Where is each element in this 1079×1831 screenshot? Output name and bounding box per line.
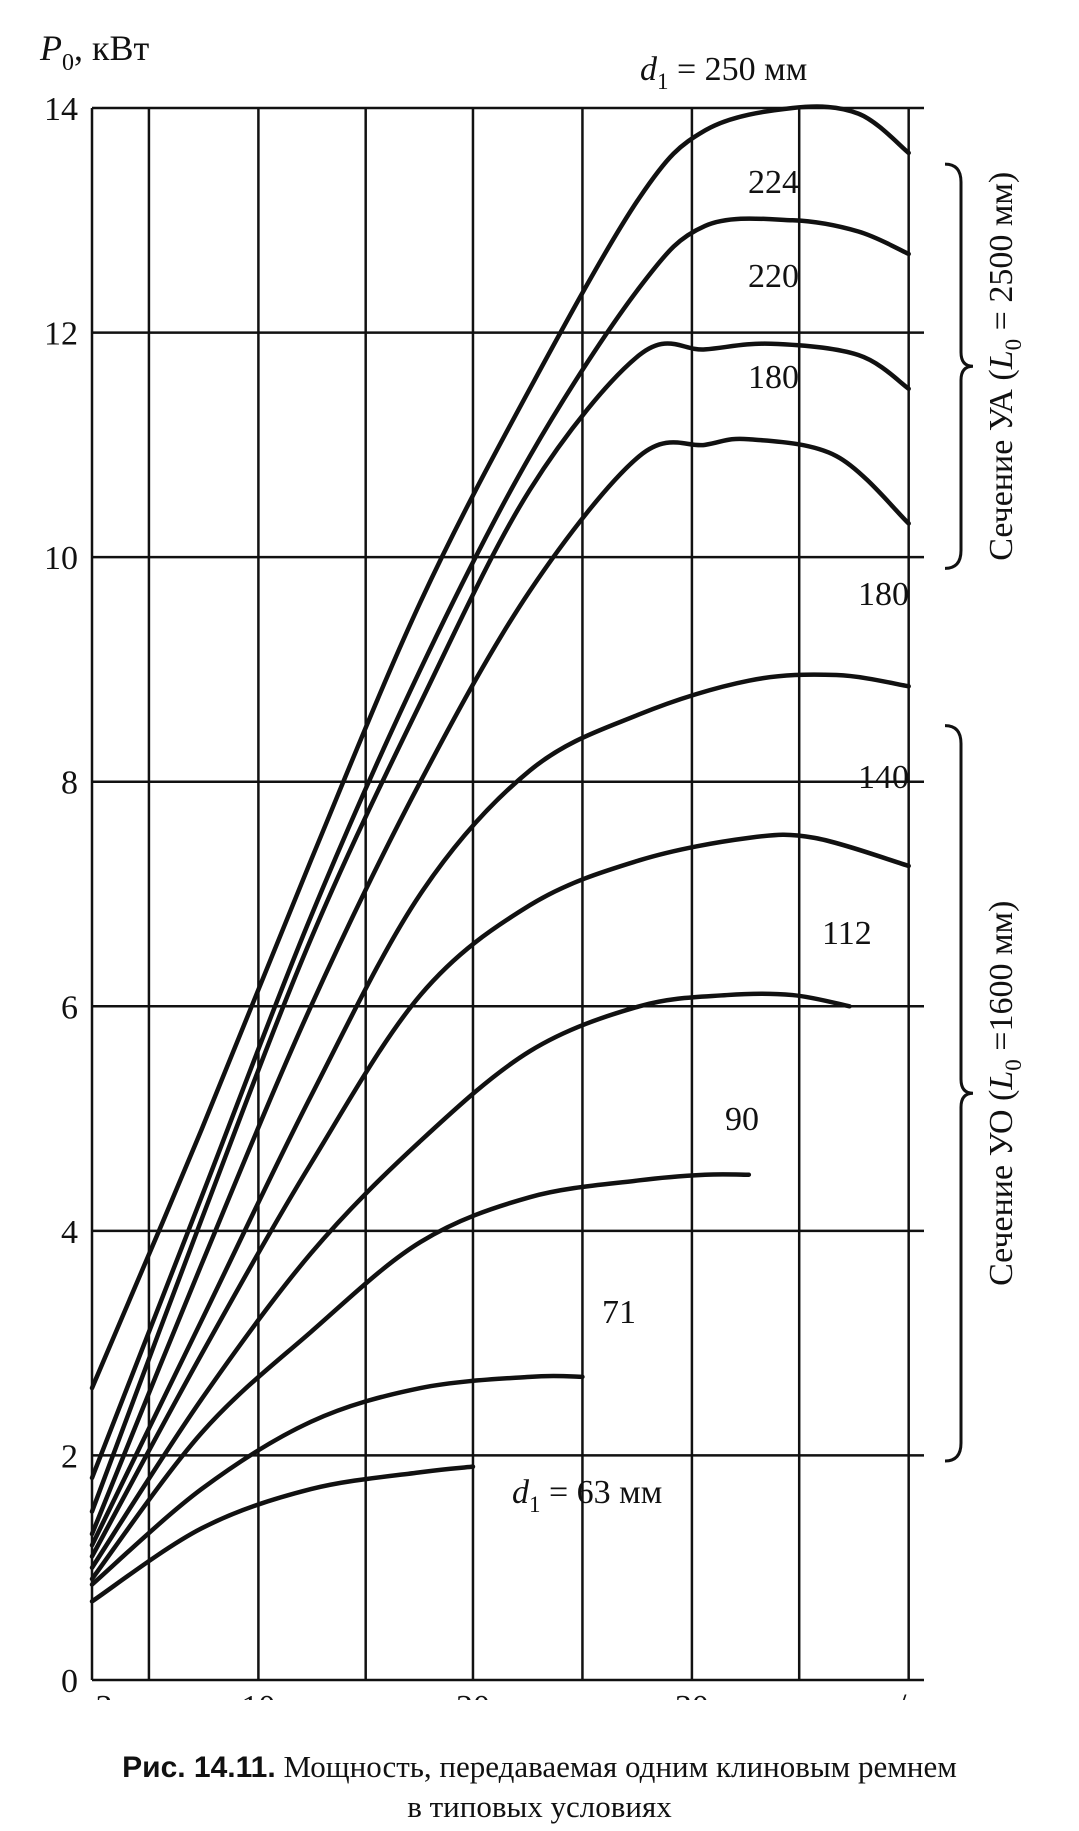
power-chart: 0 2 4 6 8 10 12 14 3 10 20 30 P0, кВт v, м/с d1 = 2…	[39, 28, 1026, 1700]
y-tick-label: 8	[61, 765, 78, 802]
y-tick-label: 2	[61, 1438, 78, 1475]
group-label-0: Сечение УА (L0 = 2500 мм)	[983, 172, 1026, 561]
series-line-6	[89, 991, 852, 1570]
series-layer	[89, 104, 911, 1604]
curve-label-9: d1 = 63 мм	[512, 1474, 662, 1517]
figure-caption: Рис. 14.11. Мощность, передаваемая одним…	[0, 1748, 1079, 1787]
y-tick-label: 6	[61, 989, 78, 1026]
group-brace-1	[944, 724, 974, 1463]
tick-labels: 0 2 4 6 8 10 12 14 3 10 20 30	[44, 91, 709, 1700]
series-line-9	[89, 1464, 476, 1604]
curve-label-6: 112	[822, 915, 872, 952]
x-tick-label: 20	[456, 1689, 490, 1700]
x-axis-label: v, м/с	[840, 1686, 922, 1700]
series-line-5	[89, 832, 911, 1559]
figure-caption-line2: в типовых условиях	[0, 1788, 1079, 1826]
curve-label-8: 71	[602, 1294, 636, 1331]
series-line-8	[89, 1373, 585, 1587]
x-tick-label: 10	[241, 1689, 275, 1700]
caption-number: Рис. 14.11.	[122, 1751, 276, 1784]
curve-label-1: 224	[748, 164, 799, 201]
series-line-2	[89, 341, 911, 1514]
series-line-0	[89, 104, 911, 1391]
y-tick-label: 10	[44, 540, 78, 577]
curve-label-4: 180	[858, 576, 909, 613]
curve-label-0: d1 = 250 мм	[640, 51, 807, 94]
series-line-3	[89, 436, 911, 1537]
curve-label-7: 90	[725, 1101, 759, 1138]
section-groups: Сечение УА (L0 = 2500 мм) Сечение УО (L0 …	[944, 162, 1026, 1463]
y-tick-label: 14	[44, 91, 78, 128]
group-label-1: Сечение УО (L0 =1600 мм)	[983, 901, 1026, 1286]
y-tick-label: 0	[61, 1663, 78, 1700]
series-line-7	[89, 1172, 752, 1582]
caption-text-line1: Мощность, передаваемая одним клиновым ре…	[275, 1749, 957, 1784]
curve-labels: d1 = 250 мм 224 220 180 180 140 112 90 71 d1 = 63…	[512, 51, 909, 1517]
curve-label-2: 220	[748, 258, 799, 295]
x-tick-label: 30	[675, 1689, 709, 1700]
y-tick-label: 12	[44, 316, 78, 353]
series-line-1	[89, 216, 911, 1481]
curve-label-5: 140	[858, 759, 909, 796]
x-tick-label: 3	[96, 1689, 113, 1700]
y-axis-label: P0, кВт	[39, 28, 150, 76]
curve-label-3: 180	[748, 359, 799, 396]
caption-text-line2: в типовых условиях	[407, 1789, 672, 1824]
group-brace-0	[944, 162, 974, 570]
series-line-4	[89, 672, 911, 1548]
y-tick-label: 4	[61, 1214, 78, 1251]
